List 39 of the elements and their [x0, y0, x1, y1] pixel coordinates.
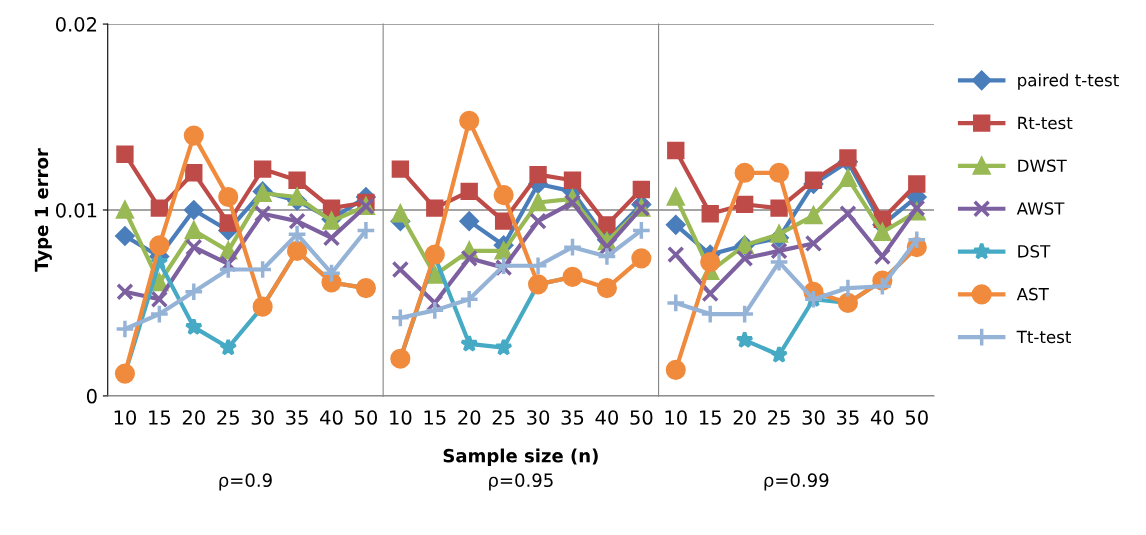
x-tick-label: 30: [251, 410, 274, 425]
x-tick-label: 30: [527, 410, 550, 425]
legend-label: DWST: [1018, 159, 1067, 173]
x-tick-label: 15: [424, 410, 446, 425]
legend-label: Rt-test: [1018, 116, 1073, 130]
y-tick-label: 0: [86, 388, 97, 404]
x-axis-title: ρ=0.99: [764, 473, 829, 491]
y-axis-title: Type 1 error: [34, 148, 52, 272]
x-tick-label: 15: [699, 410, 721, 425]
x-tick-label: 20: [182, 410, 205, 425]
x-tick-label: 25: [768, 410, 790, 425]
x-tick-label: 20: [733, 410, 756, 425]
x-tick-label: 40: [870, 410, 894, 425]
legend-label: Tt-test: [1016, 330, 1072, 344]
x-axis-title: ρ=0.95: [489, 473, 553, 491]
legend-label: AST: [1016, 287, 1049, 301]
x-tick-label: 50: [905, 410, 928, 425]
x-tick-label: 40: [595, 410, 619, 425]
y-tick-label: 0.01: [55, 202, 97, 218]
legend-label: paired t-test: [1018, 73, 1119, 90]
y-tick-label: 0.02: [55, 17, 97, 32]
x-tick-label: 20: [458, 410, 481, 425]
x-tick-label: 35: [561, 410, 584, 425]
x-tick-label: 25: [217, 410, 239, 425]
x-tick-label: 35: [286, 410, 308, 425]
x-tick-label: 10: [114, 410, 137, 425]
x-tick-label: 50: [630, 410, 653, 425]
x-tick-label: 10: [665, 410, 687, 425]
legend-label: DST: [1018, 245, 1051, 258]
x-tick-label: 50: [355, 410, 378, 425]
x-tick-label: 30: [802, 410, 825, 425]
x-tick-label: 35: [837, 410, 859, 425]
x-tick-label: 25: [492, 410, 515, 425]
x-tick-label: 10: [390, 410, 412, 425]
x-tick-label: 15: [149, 410, 171, 425]
legend-label: AWST: [1016, 202, 1065, 215]
x-tick-label: 40: [320, 410, 343, 425]
text: Sample size (n): [443, 448, 598, 466]
x-axis-title: ρ=0.9: [219, 473, 272, 491]
